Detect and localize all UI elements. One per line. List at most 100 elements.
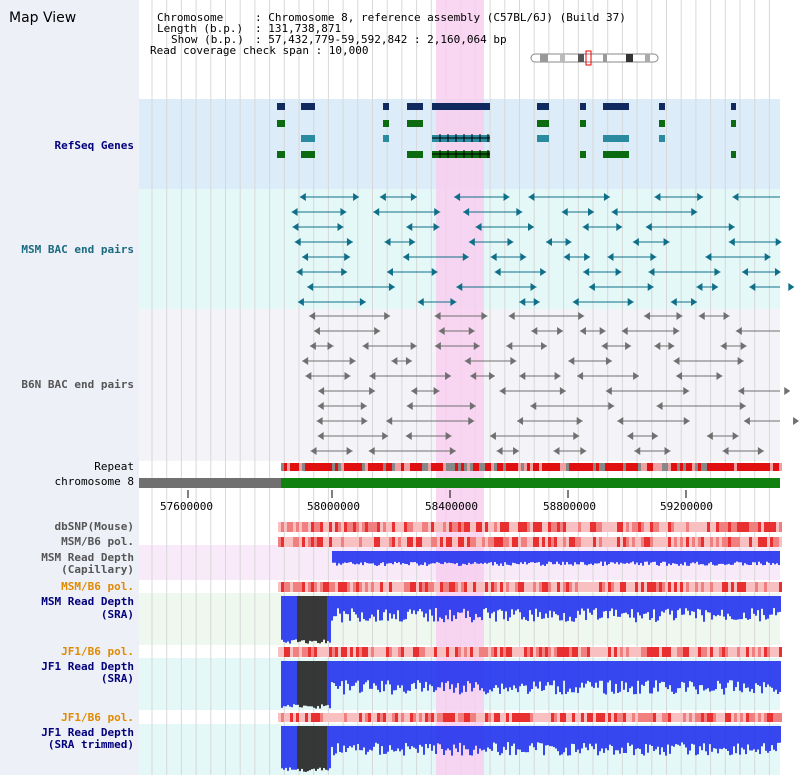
depth-bar bbox=[351, 596, 353, 609]
ideogram-band bbox=[540, 54, 548, 62]
repeat-mark bbox=[452, 463, 455, 471]
depth-bar bbox=[565, 596, 567, 622]
bac-end bbox=[541, 342, 548, 350]
depth-bar bbox=[543, 726, 545, 756]
polymorphism-mark bbox=[593, 582, 596, 592]
polymorphism-mark bbox=[491, 537, 494, 547]
depth-bar bbox=[467, 726, 469, 750]
depth-bar bbox=[512, 551, 514, 563]
polymorphism-mark bbox=[683, 713, 686, 722]
depth-bar bbox=[317, 661, 319, 707]
track-label-jf1-b6-pol[interactable]: JF1/B6 pol. bbox=[61, 645, 134, 658]
depth-bar bbox=[509, 596, 511, 618]
track-label-jf1-trim-2[interactable]: (SRA trimmed) bbox=[47, 738, 134, 751]
bac-end bbox=[621, 327, 628, 335]
depth-bar bbox=[570, 551, 572, 565]
track-label-refseq[interactable]: RefSeq Genes bbox=[54, 139, 134, 152]
depth-bar bbox=[295, 661, 297, 705]
track-label-msm-depth-capillary-2[interactable]: (Capillary) bbox=[61, 563, 134, 576]
depth-bar bbox=[369, 661, 371, 689]
polymorphism-mark bbox=[395, 582, 398, 592]
repeat-mark bbox=[308, 463, 311, 471]
track-label-msm-bac[interactable]: MSM BAC end pairs bbox=[21, 243, 134, 256]
track-label-msm-depth-sra-1[interactable]: MSM Read Depth bbox=[41, 595, 134, 608]
polymorphism-mark bbox=[296, 582, 299, 592]
polymorphism-mark bbox=[299, 582, 302, 592]
depth-bar bbox=[653, 661, 655, 688]
depth-bar bbox=[451, 596, 453, 622]
depth-bar bbox=[583, 726, 585, 744]
track-label-msm-depth-capillary-1[interactable]: MSM Read Depth bbox=[41, 551, 134, 564]
track-label-dbsnp[interactable]: dbSNP(Mouse) bbox=[54, 520, 134, 533]
track-label-msm-b6-pol[interactable]: MSM/B6 pol. bbox=[61, 535, 134, 548]
depth-bar bbox=[443, 661, 445, 692]
depth-bar bbox=[668, 551, 670, 564]
polymorphism-mark bbox=[710, 582, 713, 592]
depth-bar bbox=[335, 596, 337, 617]
depth-bar bbox=[692, 551, 694, 563]
polymorphism-mark bbox=[626, 537, 629, 547]
track-label-jf1-trim-1[interactable]: JF1 Read Depth bbox=[41, 726, 134, 739]
repeat-mark bbox=[470, 463, 473, 471]
depth-bar bbox=[471, 726, 473, 756]
depth-bar bbox=[439, 661, 441, 688]
depth-bar bbox=[541, 726, 543, 744]
polymorphism-mark bbox=[422, 582, 425, 592]
depth-bar bbox=[499, 596, 501, 610]
track-label-jf1-depth-2[interactable]: (SRA) bbox=[100, 672, 134, 685]
depth-bar bbox=[776, 551, 778, 564]
depth-bar bbox=[409, 726, 411, 750]
depth-bar bbox=[303, 596, 305, 641]
depth-bar bbox=[476, 551, 478, 564]
depth-bar bbox=[407, 726, 409, 747]
depth-bar bbox=[509, 661, 511, 688]
bac-end bbox=[475, 223, 482, 231]
track-label-jf1-depth-1[interactable]: JF1 Read Depth bbox=[41, 660, 134, 673]
polymorphism-mark bbox=[356, 522, 359, 532]
depth-bar bbox=[642, 551, 644, 566]
depth-bar bbox=[761, 596, 763, 609]
polymorphism-mark bbox=[326, 713, 329, 722]
polymorphism-mark bbox=[476, 647, 479, 657]
depth-bar bbox=[661, 596, 663, 612]
track-label-jf1-b6-pol-2[interactable]: JF1/B6 pol. bbox=[61, 711, 134, 724]
depth-bar bbox=[367, 596, 369, 621]
depth-bar bbox=[465, 661, 467, 692]
depth-bar bbox=[733, 596, 735, 620]
depth-bar bbox=[495, 726, 497, 744]
bac-end bbox=[627, 298, 634, 306]
track-label-msm-b6-pol-2[interactable]: MSM/B6 pol. bbox=[61, 580, 134, 593]
polymorphism-mark bbox=[560, 647, 563, 657]
track-label-b6n-bac[interactable]: B6N BAC end pairs bbox=[21, 378, 134, 391]
depth-bar bbox=[461, 596, 463, 613]
depth-bar bbox=[649, 661, 651, 694]
depth-bar bbox=[479, 596, 481, 617]
depth-bar bbox=[293, 661, 295, 705]
repeat-mark bbox=[608, 463, 611, 471]
bac-end bbox=[340, 208, 347, 216]
polymorphism-mark bbox=[431, 647, 434, 657]
bac-end bbox=[374, 327, 381, 335]
bac-end bbox=[616, 223, 623, 231]
polymorphism-mark bbox=[605, 647, 608, 657]
polymorphism-mark bbox=[356, 647, 359, 657]
depth-bar bbox=[631, 596, 633, 610]
polymorphism-mark bbox=[482, 713, 485, 722]
bac-end bbox=[369, 372, 376, 380]
depth-bar bbox=[613, 661, 615, 694]
repeat-mark bbox=[428, 463, 431, 471]
depth-bar bbox=[691, 726, 693, 744]
repeat-mark bbox=[689, 463, 692, 471]
polymorphism-mark bbox=[521, 713, 524, 722]
depth-bar bbox=[359, 661, 361, 693]
polymorphism-mark bbox=[746, 522, 749, 532]
depth-bar bbox=[739, 726, 741, 755]
depth-bar bbox=[569, 596, 571, 617]
polymorphism-mark bbox=[599, 522, 602, 532]
track-label-msm-depth-sra-2[interactable]: (SRA) bbox=[100, 608, 134, 621]
repeat-mark bbox=[611, 463, 614, 471]
polymorphism-mark bbox=[413, 582, 416, 592]
depth-bar bbox=[665, 596, 667, 610]
polymorphism-mark bbox=[464, 713, 467, 722]
